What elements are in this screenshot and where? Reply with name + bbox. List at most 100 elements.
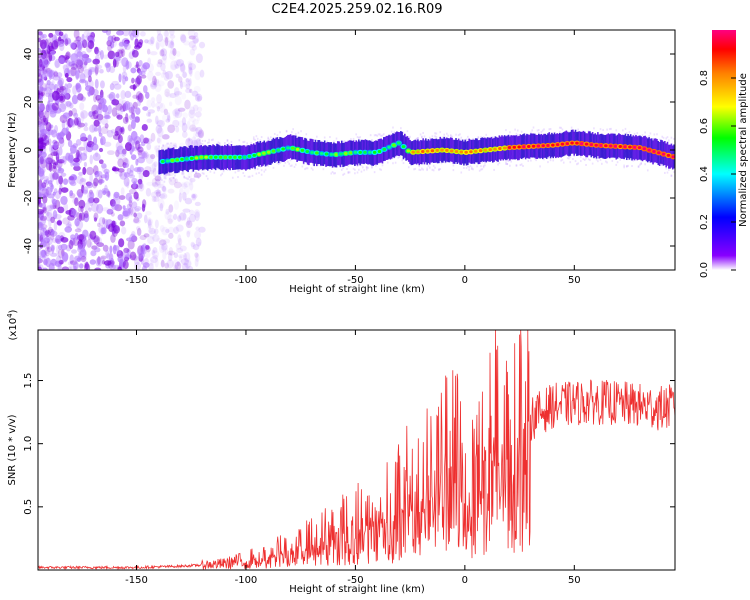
signal-halo [200, 142, 203, 145]
noise-blob [121, 148, 127, 157]
signal-core [608, 144, 613, 148]
noise-blob [89, 259, 96, 265]
noise-blob [78, 146, 86, 151]
noise-blob [116, 145, 125, 155]
signal-halo [363, 169, 365, 172]
noise-blob [156, 137, 161, 144]
noise-blob [141, 152, 148, 159]
signal-core [555, 143, 560, 147]
signal-halo [289, 164, 292, 167]
noise-blob [182, 262, 189, 270]
noise-blob [137, 149, 146, 160]
signal-halo [193, 176, 196, 179]
signal-halo [379, 133, 381, 136]
noise-blob [60, 243, 68, 251]
noise-blob [65, 51, 71, 60]
signal-halo [208, 141, 210, 144]
noise-blob [55, 163, 60, 173]
noise-blob [146, 112, 151, 117]
signal-halo [446, 132, 448, 135]
signal-halo [562, 161, 565, 164]
signal-halo [342, 140, 344, 143]
noise-blob [132, 94, 138, 99]
noise-blob [194, 111, 202, 118]
signal-halo [356, 136, 359, 139]
noise-blob [103, 260, 112, 266]
noise-blob [194, 230, 202, 239]
noise-blob [73, 30, 80, 39]
noise-blob [149, 169, 154, 175]
noise-blob [38, 36, 42, 43]
noise-blob [150, 256, 158, 264]
noise-blob [151, 97, 156, 103]
noise-blob [161, 242, 168, 251]
noise-blob [63, 203, 69, 212]
noise-blob [127, 134, 133, 144]
signal-halo [255, 135, 258, 138]
noise-blob [198, 226, 206, 233]
noise-blob [188, 79, 192, 86]
noise-blob [112, 244, 117, 255]
noise-blob [131, 201, 138, 209]
noise-blob [151, 162, 157, 172]
noise-blob [103, 141, 112, 147]
noise-blob [117, 266, 122, 270]
signal-halo [224, 142, 226, 145]
noise-blob [53, 150, 58, 157]
signal-halo [252, 136, 255, 139]
signal-halo [258, 171, 260, 174]
signal-halo [597, 160, 599, 163]
signal-halo [476, 165, 478, 168]
noise-blob [44, 246, 51, 257]
noise-blob [50, 184, 55, 190]
noise-blob [76, 149, 80, 159]
signal-halo [300, 130, 302, 133]
signal-halo [480, 136, 482, 139]
noise-blob [48, 162, 53, 172]
noise-blob [137, 92, 144, 103]
signal-halo [465, 167, 468, 170]
signal-halo [273, 132, 276, 135]
signal-halo [421, 135, 423, 138]
signal-halo [628, 131, 631, 134]
noise-blob [98, 216, 105, 227]
noise-blob [151, 249, 156, 256]
noise-blob [41, 42, 50, 53]
signal-halo [423, 139, 426, 142]
noise-blob [173, 87, 180, 97]
noise-blob [64, 72, 69, 78]
signal-core [372, 150, 377, 154]
signal-halo [201, 142, 204, 145]
noise-blob [153, 145, 158, 151]
signal-halo [449, 135, 452, 138]
noise-blob [45, 117, 49, 122]
spectrogram-marks [38, 30, 675, 270]
noise-blob [67, 69, 75, 77]
snr-series-line [38, 330, 675, 570]
noise-blob [170, 38, 174, 46]
signal-core [483, 148, 488, 152]
noise-blob [145, 211, 152, 216]
noise-blob [45, 235, 51, 243]
noise-blob [124, 76, 129, 82]
noise-blob [191, 120, 196, 131]
noise-blob [194, 252, 199, 258]
noise-blob [43, 175, 50, 182]
noise-blob [39, 39, 47, 50]
noise-blob [53, 214, 62, 220]
noise-blob [79, 72, 86, 83]
noise-blob [104, 62, 111, 69]
noise-blob [164, 88, 171, 98]
noise-blob [169, 34, 176, 39]
signal-halo [346, 168, 348, 171]
noise-blob [113, 191, 120, 199]
signal-halo [478, 169, 481, 172]
noise-blob [41, 188, 50, 197]
noise-blob [188, 78, 192, 87]
signal-halo [191, 170, 193, 173]
noise-blob [94, 46, 99, 55]
noise-blob [56, 175, 60, 186]
signal-halo [548, 128, 551, 131]
noise-blob [38, 191, 42, 199]
noise-blob [174, 178, 178, 184]
